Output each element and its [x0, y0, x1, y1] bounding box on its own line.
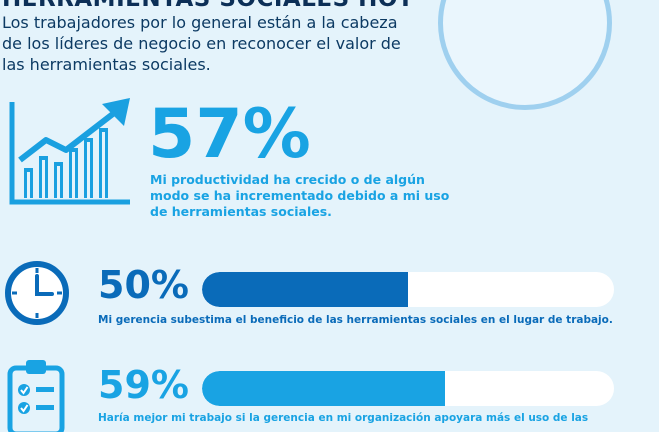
- stat-percent-management-support: 59%: [98, 363, 189, 407]
- intro-text: Los trabajadores por lo general están a …: [2, 13, 401, 74]
- clock-icon: [5, 261, 69, 325]
- progress-bar-management-underestimates: [202, 272, 614, 307]
- progress-bar-management-support: [202, 371, 614, 406]
- decorative-circle: [438, 0, 612, 110]
- progress-fill-management-support: [202, 371, 446, 406]
- stat-description-productivity: Mi productividad ha crecido o de algún m…: [150, 172, 450, 219]
- clipboard-checklist-icon: [7, 360, 65, 432]
- progress-fill-management-underestimates: [202, 272, 408, 307]
- stat-percent-management-underestimates: 50%: [98, 263, 189, 307]
- stat-description-management-underestimates: Mi gerencia subestima el beneficio de la…: [98, 314, 613, 326]
- stat-description-management-support: Haría mejor mi trabajo si la gerencia en…: [98, 412, 589, 424]
- page-title: HERRAMIENTAS SOCIALES HOY: [2, 0, 414, 12]
- growth-chart-icon: [9, 98, 130, 205]
- stat-percent-productivity: 57%: [148, 95, 311, 174]
